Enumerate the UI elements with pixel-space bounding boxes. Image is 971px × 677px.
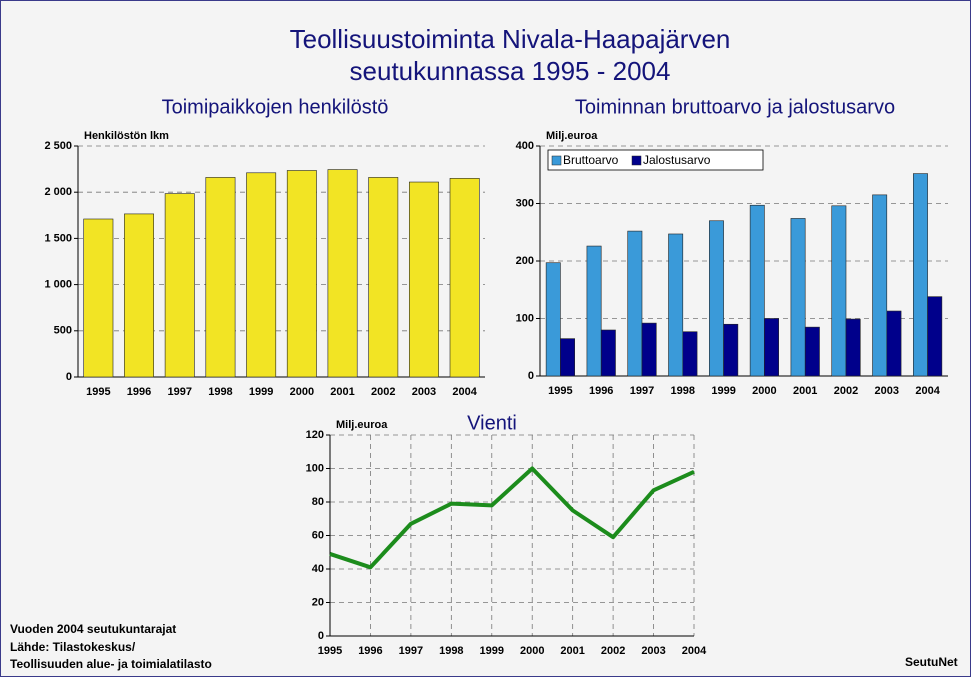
line — [329, 466, 695, 570]
x-tick-label: 2001 — [793, 385, 817, 397]
bar — [682, 331, 698, 377]
x-tick-label: 1996 — [589, 385, 613, 397]
x-tick-label: 2000 — [520, 645, 544, 657]
bar — [845, 318, 861, 377]
bar — [83, 218, 114, 378]
bar — [831, 205, 847, 377]
x-tick-label: 2000 — [752, 385, 776, 397]
y-tick-label: 40 — [312, 563, 324, 575]
bar — [560, 338, 575, 377]
y-tick-label: 2 000 — [44, 186, 72, 198]
y-tick-label: 1 500 — [44, 232, 72, 244]
x-tick-label: 2001 — [560, 645, 584, 657]
bar — [600, 329, 616, 377]
x-tick-label: 2004 — [682, 645, 707, 657]
x-tick-label: 2002 — [601, 645, 625, 657]
y-tick-label: 0 — [66, 371, 72, 383]
bar — [408, 181, 439, 378]
axis-label: Milj.euroa — [336, 419, 388, 431]
chart-title: Toimipaikkojen henkilöstö — [162, 96, 389, 118]
bar — [641, 322, 657, 377]
bar — [286, 170, 317, 378]
bar — [709, 220, 724, 377]
x-tick-label: 1998 — [208, 386, 232, 398]
bar — [449, 178, 480, 378]
x-tick-label: 2003 — [875, 385, 899, 397]
x-tick-label: 1995 — [86, 386, 110, 398]
bar — [586, 245, 602, 377]
bar — [545, 262, 561, 377]
x-tick-label: 2002 — [834, 385, 858, 397]
x-tick-label: 1997 — [168, 386, 192, 398]
chart-title: Vienti — [467, 412, 517, 434]
bar — [723, 323, 739, 377]
x-tick-label: 1995 — [548, 385, 572, 397]
x-tick-label: 1998 — [671, 385, 695, 397]
bar — [790, 218, 806, 377]
x-tick-label: 1996 — [127, 386, 151, 398]
chart-title: Toiminnan bruttoarvo ja jalostusarvo — [575, 96, 895, 118]
slide-title: seutukunnassa 1995 - 2004 — [350, 56, 671, 86]
y-tick-label: 200 — [516, 255, 534, 267]
y-tick-label: 500 — [54, 325, 72, 337]
x-tick-label: 2000 — [290, 386, 314, 398]
y-tick-label: 20 — [312, 596, 324, 608]
bar — [668, 233, 684, 377]
note: Teollisuuden alue- ja toimialatilasto — [10, 657, 212, 671]
bar — [804, 326, 820, 377]
y-tick-label: 100 — [516, 312, 534, 324]
axis-label: Henkilöstön lkm — [84, 130, 169, 142]
bar — [927, 296, 943, 377]
bar — [749, 204, 765, 377]
x-tick-label: 1999 — [249, 386, 273, 398]
legend-swatch — [631, 155, 642, 166]
y-tick-label: 0 — [318, 630, 324, 642]
y-tick-label: 120 — [306, 429, 324, 441]
x-tick-label: 1995 — [318, 645, 342, 657]
y-tick-label: 60 — [312, 529, 324, 541]
x-tick-label: 1998 — [439, 645, 463, 657]
x-tick-label: 1999 — [480, 645, 504, 657]
bar — [764, 318, 779, 377]
x-tick-label: 2003 — [641, 645, 665, 657]
bar — [872, 194, 888, 377]
x-tick-label: 1997 — [399, 645, 423, 657]
y-tick-label: 2 500 — [44, 140, 72, 152]
x-tick-label: 2002 — [371, 386, 395, 398]
legend-label: Bruttoarvo — [563, 153, 619, 167]
legend-swatch — [551, 155, 562, 166]
bar — [124, 213, 155, 378]
y-tick-label: 100 — [306, 462, 324, 474]
x-tick-label: 2004 — [915, 385, 940, 397]
bar — [627, 230, 643, 377]
bar — [205, 177, 236, 378]
bar — [327, 169, 358, 378]
note: Lähde: Tilastokeskus/ — [10, 640, 136, 654]
y-tick-label: 300 — [516, 197, 534, 209]
bar — [886, 310, 902, 377]
x-tick-label: 1999 — [711, 385, 735, 397]
axis-label: Milj.euroa — [546, 130, 598, 142]
bar — [246, 172, 277, 378]
y-tick-label: 80 — [312, 496, 324, 508]
slide-title: Teollisuustoiminta Nivala-Haapajärven — [290, 24, 731, 54]
note: Vuoden 2004 seutukuntarajat — [10, 622, 176, 636]
y-tick-label: 400 — [516, 140, 534, 152]
x-tick-label: 2004 — [452, 386, 477, 398]
brand: SeutuNet — [905, 655, 958, 669]
x-tick-label: 2001 — [330, 386, 354, 398]
x-tick-label: 2003 — [412, 386, 436, 398]
legend — [547, 149, 764, 171]
bar — [164, 193, 195, 378]
x-tick-label: 1997 — [630, 385, 654, 397]
y-tick-label: 0 — [528, 370, 534, 382]
bar — [913, 173, 928, 377]
y-tick-label: 1 000 — [44, 279, 72, 291]
bar — [368, 177, 399, 378]
x-tick-label: 1996 — [358, 645, 382, 657]
legend-label: Jalostusarvo — [643, 153, 711, 167]
